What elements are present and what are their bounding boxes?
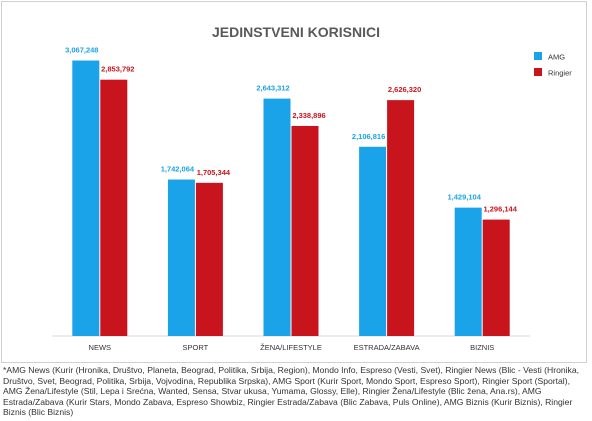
data-label-ringier-4: 1,296,144 [484, 205, 518, 214]
legend-swatch-amg [534, 52, 542, 60]
x-tick-label: BIZNIS [470, 343, 494, 352]
chart-frame: JEDINSTVENI KORISNICI AMG Ringier 3,067,2… [1, 1, 587, 363]
legend: AMG Ringier [534, 52, 572, 78]
bar-chart: JEDINSTVENI KORISNICI AMG Ringier 3,067,2… [52, 24, 572, 352]
data-label-ringier-0: 2,853,792 [101, 65, 134, 74]
bar-amg-4 [454, 207, 482, 336]
bar-ringier-2 [291, 125, 319, 336]
bars-group: 3,067,248 2,853,792 1,742,064 1,705,344 2,64… [65, 46, 518, 337]
bar-amg-0 [72, 60, 100, 337]
legend-label-ringier: Ringier [548, 69, 572, 78]
data-label-amg-0: 3,067,248 [65, 46, 98, 55]
data-label-ringier-1: 1,705,344 [197, 168, 231, 177]
x-tick-label: ESTRADA/ZABAVA [354, 343, 420, 352]
x-tick-label: SPORT [183, 343, 209, 352]
chart-title: JEDINSTVENI KORISNICI [212, 24, 380, 40]
legend-swatch-ringier [534, 68, 542, 76]
data-label-amg-3: 2,106,816 [352, 132, 385, 141]
bar-amg-2 [263, 98, 291, 336]
data-label-amg-1: 1,742,064 [161, 165, 195, 174]
bar-ringier-1 [195, 182, 223, 336]
data-label-amg-4: 1,429,104 [448, 193, 482, 202]
bar-ringier-4 [482, 219, 510, 336]
x-tick-label: ŽENA/LIFESTYLE [260, 343, 322, 352]
x-axis-labels: NEWS SPORT ŽENA/LIFESTYLE ESTRADA/ZABAVA BIZ… [89, 343, 495, 352]
footnote: *AMG News (Kurir (Hronika, Društvo, Plan… [3, 365, 579, 418]
bar-amg-3 [359, 146, 387, 336]
data-label-ringier-3: 2,626,320 [388, 85, 421, 94]
bar-amg-1 [167, 179, 195, 336]
data-label-ringier-2: 2,338,896 [292, 111, 325, 120]
bar-ringier-0 [100, 79, 128, 337]
legend-label-amg: AMG [548, 53, 565, 62]
x-tick-label: NEWS [89, 343, 112, 352]
data-label-amg-2: 2,643,312 [256, 84, 289, 93]
bar-ringier-3 [387, 100, 415, 336]
